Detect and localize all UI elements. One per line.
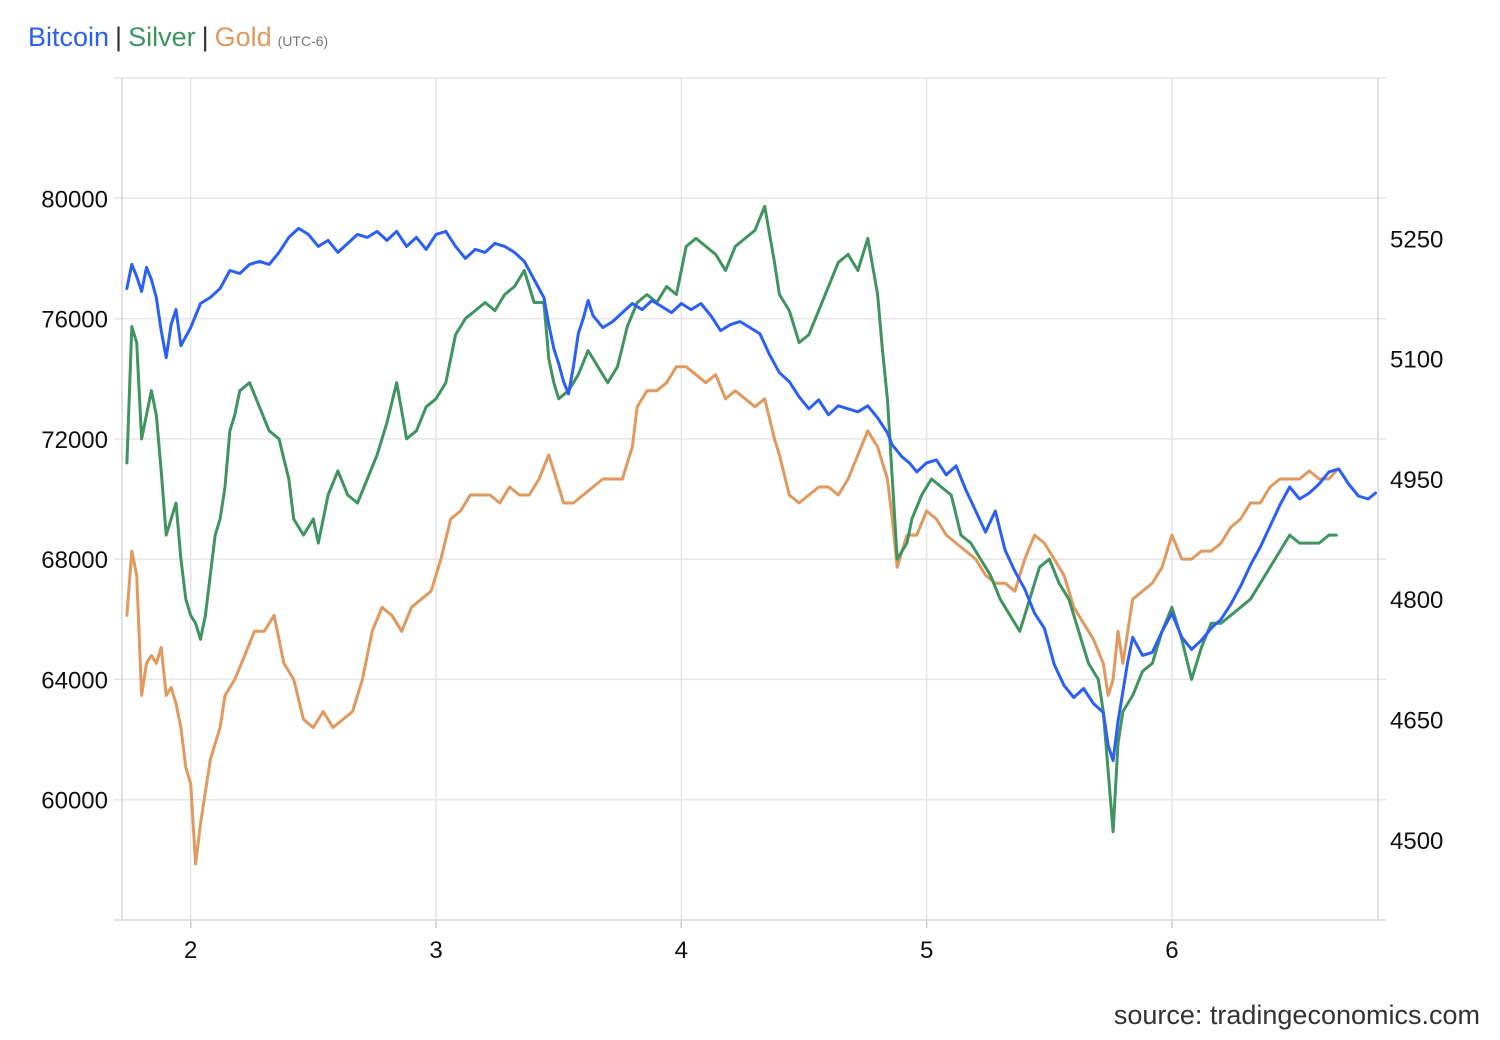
legend-gold[interactable]: Gold [214,22,272,52]
y-right-tick-label: 4650 [1390,708,1443,735]
x-tick-label: 6 [1165,937,1178,964]
series [125,204,1377,866]
y-left-tick-label: 72000 [41,427,108,454]
legend-timezone: (UTC-6) [277,33,329,49]
chart-legend: Bitcoin | Silver | Gold (UTC-6) [28,22,328,53]
y-right-tick-label: 4950 [1390,467,1443,494]
x-tick-label: 5 [920,937,933,964]
y-left-tick-label: 68000 [41,547,108,574]
y-left-tick-label: 60000 [41,788,108,815]
x-tick-label: 3 [429,937,442,964]
source-credit: source: tradingeconomics.com [1113,1000,1480,1030]
series-line-gold [125,365,1338,866]
y-right-tick-label: 5100 [1390,347,1443,374]
x-tick-label: 2 [184,937,197,964]
axes [114,78,1386,928]
legend-separator: | [201,22,209,52]
legend-separator: | [115,22,123,52]
y-left-tick-label: 76000 [41,307,108,334]
y-right-tick-label: 4500 [1390,828,1443,855]
y-left-tick-label: 64000 [41,667,108,694]
grid [114,77,1386,920]
series-line-bitcoin [125,226,1377,763]
legend-bitcoin[interactable]: Bitcoin [28,22,110,52]
legend-silver[interactable]: Silver [128,22,196,52]
series-line-silver [125,204,1338,834]
y-right-tick-label: 5250 [1390,226,1443,253]
y-right-tick-label: 4800 [1390,587,1443,614]
x-tick-label: 4 [675,937,688,964]
tick-labels: 60000 64000 68000 72000 76000 80000 4500 4650 48… [41,186,1443,964]
y-left-tick-label: 80000 [41,186,108,213]
